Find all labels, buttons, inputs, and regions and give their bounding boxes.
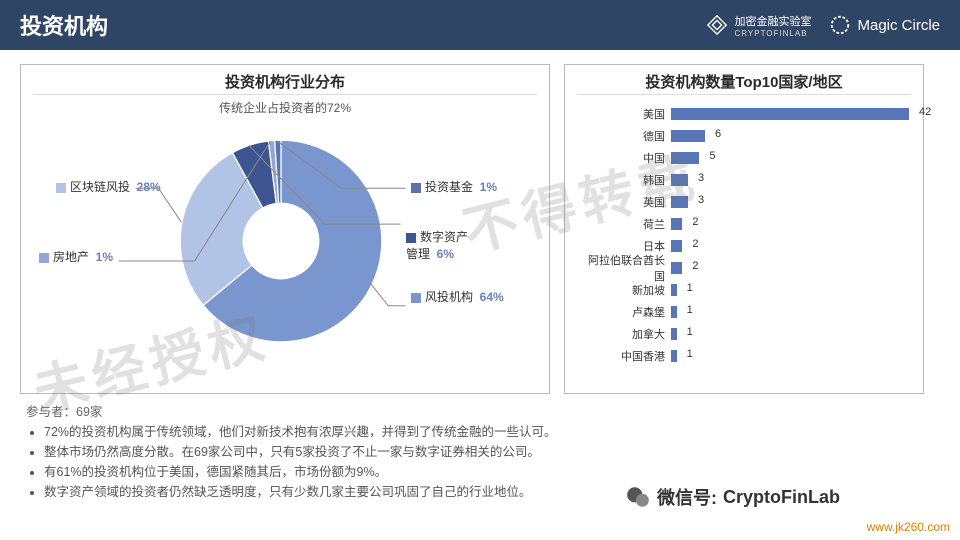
donut-label: 风投机构 64% bbox=[411, 288, 504, 305]
bar-row: 德国 6 bbox=[579, 125, 909, 147]
footer-header: 参与者：69家 bbox=[26, 402, 934, 422]
footer-bullet: 72%的投资机构属于传统领域，他们对新技术抱有浓厚兴趣，并得到了传统金融的一些认… bbox=[44, 422, 934, 442]
bar-track: 1 bbox=[671, 350, 909, 362]
bar-row: 英国 3 bbox=[579, 191, 909, 213]
donut-wrap: 风投机构 64% 区块链风投 28% 数字资产管理 6% 房地产 1% 投资基金 1% bbox=[21, 116, 549, 376]
wechat-badge: 微信号: CryptoFinLab bbox=[625, 484, 840, 510]
bar-fill bbox=[671, 350, 677, 362]
bar-rows: 美国 42 德国 6 中国 5 韩国 3 英国 3 荷兰 bbox=[565, 95, 923, 373]
donut-label: 区块链风投 28% bbox=[56, 178, 161, 195]
bar-fill bbox=[671, 130, 705, 142]
bar-row: 中国香港 1 bbox=[579, 345, 909, 367]
bar-fill bbox=[671, 262, 682, 274]
bar-fill bbox=[671, 218, 682, 230]
bar-label: 美国 bbox=[579, 106, 671, 122]
brand-cryptofinlab: 加密金融实验室CRYPTOFINLAB bbox=[706, 13, 811, 38]
bar-row: 韩国 3 bbox=[579, 169, 909, 191]
brand2-name: Magic Circle bbox=[857, 17, 940, 34]
wechat-id: CryptoFinLab bbox=[723, 487, 840, 508]
bar-value: 1 bbox=[687, 348, 693, 360]
bar-track: 1 bbox=[671, 306, 909, 318]
bar-label: 中国 bbox=[579, 150, 671, 166]
bar-track: 5 bbox=[671, 152, 909, 164]
bar-row: 加拿大 1 bbox=[579, 323, 909, 345]
bar-fill bbox=[671, 174, 688, 186]
bar-track: 3 bbox=[671, 174, 909, 186]
bar-value: 1 bbox=[687, 304, 693, 316]
bar-label: 荷兰 bbox=[579, 216, 671, 232]
leader-lines bbox=[21, 116, 549, 376]
bar-value: 2 bbox=[692, 216, 698, 228]
bar-track: 1 bbox=[671, 284, 909, 296]
bar-fill bbox=[671, 284, 677, 296]
bar-value: 1 bbox=[687, 326, 693, 338]
donut-panel: 投资机构行业分布 传统企业占投资者的72% 风投机构 64% 区块链风投 28% 数… bbox=[20, 64, 550, 394]
bar-value: 1 bbox=[687, 282, 693, 294]
donut-label: 数字资产管理 6% bbox=[406, 228, 468, 262]
source-url: www.jk260.com bbox=[867, 520, 950, 534]
brand1-name: 加密金融实验室 bbox=[734, 16, 811, 28]
bar-track: 2 bbox=[671, 218, 909, 230]
bar-row: 中国 5 bbox=[579, 147, 909, 169]
leader-line bbox=[119, 141, 271, 261]
content-area: 投资机构行业分布 传统企业占投资者的72% 风投机构 64% 区块链风投 28% 数… bbox=[0, 50, 960, 394]
bar-track: 42 bbox=[671, 108, 909, 120]
bar-value: 6 bbox=[715, 128, 721, 140]
diamond-icon bbox=[706, 14, 728, 36]
bar-label: 中国香港 bbox=[579, 348, 671, 364]
page-title: 投资机构 bbox=[20, 9, 108, 41]
bar-row: 美国 42 bbox=[579, 103, 909, 125]
bar-track: 2 bbox=[671, 240, 909, 252]
bar-label: 加拿大 bbox=[579, 326, 671, 342]
bar-fill bbox=[671, 108, 909, 120]
donut-subtitle: 传统企业占投资者的72% bbox=[21, 99, 549, 116]
bar-value: 3 bbox=[698, 194, 704, 206]
bar-fill bbox=[671, 240, 682, 252]
leader-line bbox=[277, 141, 406, 189]
bar-row: 新加坡 1 bbox=[579, 279, 909, 301]
bar-fill bbox=[671, 306, 677, 318]
bar-track: 1 bbox=[671, 328, 909, 340]
footer-bullet: 有61%的投资机构位于美国，德国紧随其后，市场份额为9%。 bbox=[44, 462, 934, 482]
donut-label: 房地产 1% bbox=[39, 248, 113, 265]
bar-fill bbox=[671, 152, 699, 164]
bar-value: 5 bbox=[709, 150, 715, 162]
bar-row: 荷兰 2 bbox=[579, 213, 909, 235]
bar-label: 德国 bbox=[579, 128, 671, 144]
bar-label: 韩国 bbox=[579, 172, 671, 188]
bar-value: 2 bbox=[692, 260, 698, 272]
bar-value: 42 bbox=[919, 106, 931, 118]
bar-label: 阿拉伯联合酋长国 bbox=[579, 252, 671, 284]
bar-track: 3 bbox=[671, 196, 909, 208]
leader-line bbox=[249, 146, 401, 225]
bar-track: 6 bbox=[671, 130, 909, 142]
leader-line bbox=[371, 284, 406, 306]
bar-fill bbox=[671, 196, 688, 208]
page-header: 投资机构 加密金融实验室CRYPTOFINLAB Magic Circle bbox=[0, 0, 960, 50]
bar-fill bbox=[671, 328, 677, 340]
bar-label: 新加坡 bbox=[579, 282, 671, 298]
bar-row: 阿拉伯联合酋长国 2 bbox=[579, 257, 909, 279]
brand-bar: 加密金融实验室CRYPTOFINLAB Magic Circle bbox=[706, 13, 940, 38]
circle-icon bbox=[829, 14, 851, 36]
bar-row: 卢森堡 1 bbox=[579, 301, 909, 323]
brand1-sub: CRYPTOFINLAB bbox=[734, 29, 811, 38]
donut-title: 投资机构行业分布 bbox=[33, 65, 537, 95]
bar-panel: 投资机构数量Top10国家/地区 美国 42 德国 6 中国 5 韩国 3 英国… bbox=[564, 64, 924, 394]
donut-label: 投资基金 1% bbox=[411, 178, 497, 195]
bar-label: 英国 bbox=[579, 194, 671, 210]
wechat-icon bbox=[625, 484, 651, 510]
bar-track: 2 bbox=[671, 262, 909, 274]
bar-value: 3 bbox=[698, 172, 704, 184]
wechat-prefix: 微信号: bbox=[657, 484, 717, 510]
bar-label: 卢森堡 bbox=[579, 304, 671, 320]
brand-magic-circle: Magic Circle bbox=[829, 14, 940, 36]
bar-title: 投资机构数量Top10国家/地区 bbox=[577, 65, 911, 95]
footer-bullet: 整体市场仍然高度分散。在69家公司中，只有5家投资了不止一家与数字证券相关的公司… bbox=[44, 442, 934, 462]
bar-value: 2 bbox=[692, 238, 698, 250]
